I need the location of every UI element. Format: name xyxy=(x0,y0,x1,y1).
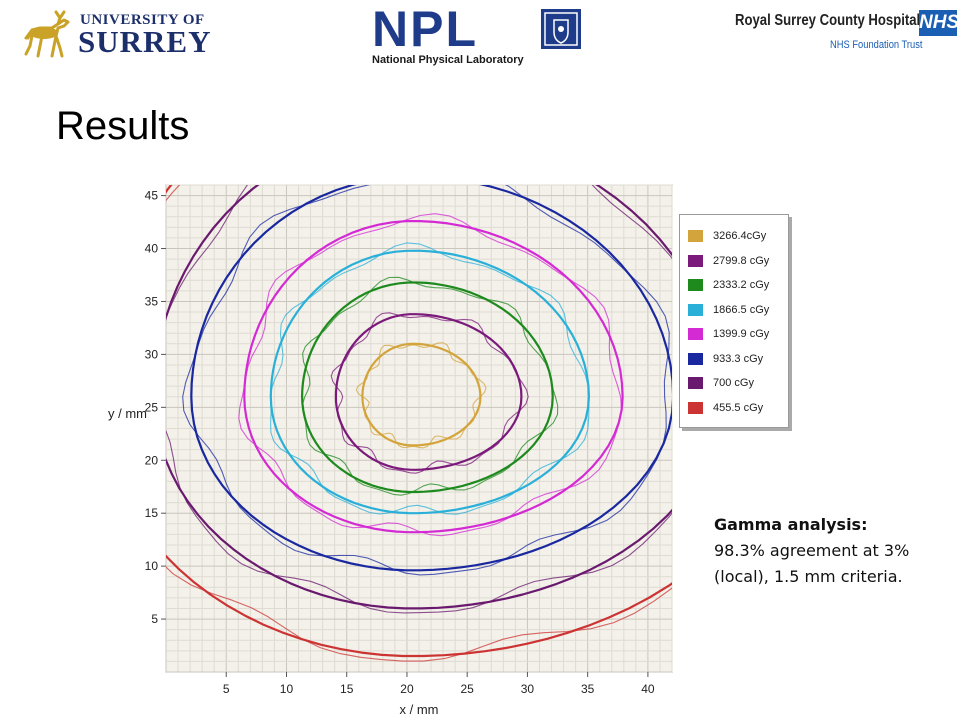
y-tick-label: 25 xyxy=(145,400,159,414)
gamma-analysis: Gamma analysis: 98.3% agreement at 3% (l… xyxy=(714,512,954,590)
y-tick-label: 30 xyxy=(145,347,159,361)
slide-title: Results xyxy=(56,104,190,148)
legend-item: 1866.5 cGy xyxy=(688,301,769,319)
legend-label: 700 cGy xyxy=(713,377,754,389)
contour-700-cgy-calculated xyxy=(166,185,672,610)
legend-item: 455.5 cGy xyxy=(688,399,763,417)
legend-item: 2799.8 cGy xyxy=(688,252,769,270)
contour-legend: 3266.4cGy 2799.8 cGy 2333.2 cGy 1866.5 cGy 1… xyxy=(679,214,789,428)
gamma-line-1: 98.3% agreement at 3% xyxy=(714,541,910,560)
x-tick-label: 40 xyxy=(641,682,655,696)
legend-label: 2799.8 cGy xyxy=(713,254,770,267)
contour-933-3-cgy-measured xyxy=(182,185,670,576)
legend-item: 1399.9 cGy xyxy=(688,325,769,343)
legend-swatch xyxy=(688,230,703,242)
royal-surrey-logo: Royal Surrey County Hospital NHS NHS Fou… xyxy=(735,6,959,52)
legend-item: 3266.4cGy xyxy=(688,227,766,245)
contour-2333-2-cgy-calculated xyxy=(301,281,554,494)
contour-700-cgy-measured xyxy=(166,185,672,614)
legend-item: 700 cGy xyxy=(688,374,754,392)
legend-swatch xyxy=(688,328,703,340)
contour-2799-8-cgy-measured xyxy=(330,312,529,474)
x-tick-label: 15 xyxy=(340,682,354,696)
legend-label: 2333.2 cGy xyxy=(713,279,770,291)
contour-933-3-cgy-calculated xyxy=(190,185,672,572)
university-of-surrey-logo: UNIVERSITY OF SURREY xyxy=(18,8,228,60)
legend-swatch xyxy=(688,352,703,365)
legend-label: 1866.5 cGy xyxy=(713,303,770,316)
contour-1866-5-cgy-measured xyxy=(270,242,590,515)
contour-1399-9-cgy-calculated xyxy=(243,220,624,534)
hospital-trust: NHS Foundation Trust xyxy=(830,39,923,51)
contour-3266-4cgy-measured xyxy=(355,342,487,449)
hospital-name: Royal Surrey County Hospital xyxy=(735,12,921,29)
y-tick-label: 10 xyxy=(145,559,159,573)
x-tick-label: 25 xyxy=(461,682,475,696)
legend-swatch xyxy=(688,401,703,414)
contour-455-5-cgy-measured xyxy=(166,185,672,662)
crest-icon xyxy=(541,9,581,49)
legend-label: 455.5 cGy xyxy=(713,401,764,414)
x-tick-label: 5 xyxy=(223,682,230,696)
y-tick-label: 35 xyxy=(145,294,159,308)
npl-logo: NPL National Physical Laboratory xyxy=(370,1,585,68)
npl-logo-subtitle: National Physical Laboratory xyxy=(372,54,524,66)
contour-lines xyxy=(166,185,672,662)
stag-icon xyxy=(24,10,70,58)
contour-455-5-cgy-calculated xyxy=(166,185,672,658)
contour-2799-8-cgy-calculated xyxy=(334,313,523,471)
legend-label: 1399.9 cGy xyxy=(713,328,770,340)
x-tick-label: 20 xyxy=(400,682,414,696)
legend-label: 3266.4cGy xyxy=(713,230,767,242)
y-axis-label: y / mm xyxy=(108,406,147,421)
y-tick-label: 5 xyxy=(151,612,158,626)
axis-ticks: 5 10 15 20 25 30 35 40 5 10 15 20 25 30 35 40 45 xyxy=(145,189,655,696)
contour-2333-2-cgy-measured xyxy=(302,276,559,496)
y-tick-label: 45 xyxy=(145,189,159,203)
x-axis-label: x / mm xyxy=(400,702,439,715)
legend-swatch xyxy=(688,279,703,291)
x-tick-label: 10 xyxy=(280,682,294,696)
nhs-badge: NHS xyxy=(919,10,959,36)
y-tick-label: 15 xyxy=(145,506,159,520)
y-tick-label: 20 xyxy=(145,453,159,467)
legend-swatch xyxy=(688,377,703,389)
x-tick-label: 35 xyxy=(581,682,595,696)
y-tick-label: 40 xyxy=(145,242,159,256)
university-logo-line2: SURREY xyxy=(78,24,212,59)
legend-label: 933.3 cGy xyxy=(713,352,764,365)
legend-swatch xyxy=(688,303,703,316)
university-logo-line1: UNIVERSITY OF xyxy=(80,12,205,28)
legend-item: 2333.2 cGy xyxy=(688,276,769,294)
gamma-heading: Gamma analysis: xyxy=(714,515,868,534)
legend-item: 933.3 cGy xyxy=(688,350,763,368)
legend-swatch xyxy=(688,254,703,267)
x-tick-label: 30 xyxy=(521,682,535,696)
npl-logo-name: NPL xyxy=(372,1,478,57)
contour-1399-9-cgy-measured xyxy=(238,213,623,537)
gamma-line-2: (local), 1.5 mm criteria. xyxy=(714,567,903,586)
